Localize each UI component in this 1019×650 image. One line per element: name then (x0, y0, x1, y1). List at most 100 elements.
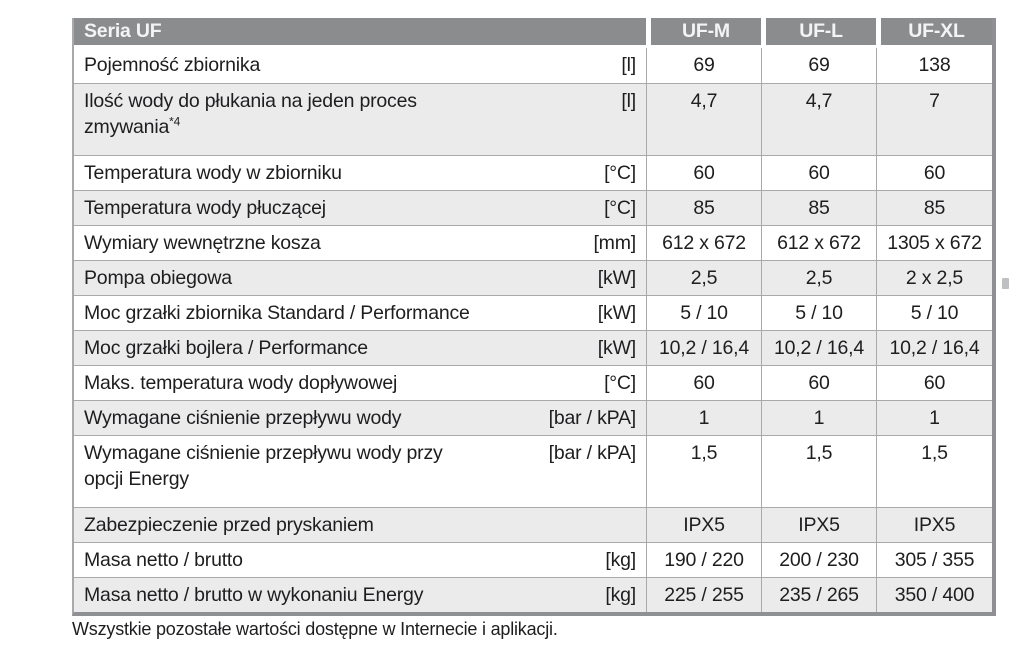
spec-label-cell: Temperatura wody płuczącej [°C] (74, 191, 646, 225)
value-uf-l: 200 / 230 (761, 543, 876, 577)
value-uf-l: 85 (761, 191, 876, 225)
value-uf-xl: 5 / 10 (876, 296, 992, 330)
value-uf-xl: 85 (876, 191, 992, 225)
table-row: Maks. temperatura wody dopływowej [°C] 6… (74, 365, 992, 400)
table-row: Wymiary wewnętrzne kosza [mm] 612 x 672 … (74, 225, 992, 260)
table-row: Moc grzałki bojlera / Performance [kW] 1… (74, 330, 992, 365)
value-uf-l: 69 (761, 48, 876, 83)
spec-unit: [kg] (605, 584, 636, 606)
value-uf-m: 69 (646, 48, 761, 83)
table-row: Masa netto / brutto [kg] 190 / 220 200 /… (74, 542, 992, 577)
spec-unit: [l] (621, 54, 636, 76)
value-uf-l: 2,5 (761, 261, 876, 295)
value-uf-l: 235 / 265 (761, 578, 876, 612)
table-row: Temperatura wody płuczącej [°C] 85 85 85 (74, 190, 992, 225)
value-uf-m: 85 (646, 191, 761, 225)
spec-unit: [kW] (597, 337, 636, 359)
value-uf-xl: 1,5 (876, 436, 992, 507)
value-uf-xl: 1 (876, 401, 992, 435)
table-row: Ilość wody do płukania na jeden proces z… (74, 83, 992, 155)
value-uf-xl: 7 (876, 84, 992, 155)
value-uf-l: 1,5 (761, 436, 876, 507)
spec-label: Moc grzałki bojlera / Performance (84, 337, 368, 359)
value-uf-m: 225 / 255 (646, 578, 761, 612)
value-uf-l: 1 (761, 401, 876, 435)
value-uf-l: 60 (761, 366, 876, 400)
value-uf-m: 612 x 672 (646, 226, 761, 260)
page-edge-artifact (1002, 278, 1009, 289)
spec-label: Temperatura wody w zbiorniku (84, 162, 342, 184)
spec-label: Temperatura wody płuczącej (84, 197, 326, 219)
spec-unit: [l] (621, 90, 636, 112)
spec-unit: [°C] (604, 197, 636, 219)
spec-unit: [bar / kPA] (548, 407, 637, 429)
spec-label-cell: Pompa obiegowa [kW] (74, 261, 646, 295)
value-uf-m: IPX5 (646, 508, 761, 542)
value-uf-xl: 2 x 2,5 (876, 261, 992, 295)
spec-label: Wymagane ciśnienie przepływu wody (84, 407, 402, 429)
spec-label: Pompa obiegowa (84, 267, 232, 289)
table-row: Masa netto / brutto w wykonaniu Energy [… (74, 577, 992, 612)
spec-label-cell: Wymiary wewnętrzne kosza [mm] (74, 226, 646, 260)
spec-label-cell: Wymagane ciśnienie przepływu wody przy o… (74, 436, 646, 507)
value-uf-xl: 1305 x 672 (876, 226, 992, 260)
spec-label: Ilość wody do płukania na jeden proces z… (84, 90, 417, 138)
spec-table: Seria UF UF-M UF-L UF-XL Pojemność zbior… (72, 18, 996, 616)
spec-label-cell: Ilość wody do płukania na jeden proces z… (74, 84, 646, 155)
value-uf-m: 4,7 (646, 84, 761, 155)
spec-unit: [kg] (605, 549, 636, 571)
table-row: Moc grzałki zbiornika Standard / Perform… (74, 295, 992, 330)
spec-unit: [kW] (597, 302, 636, 324)
value-uf-m: 10,2 / 16,4 (646, 331, 761, 365)
value-uf-xl: 60 (876, 156, 992, 190)
spec-label-cell: Moc grzałki bojlera / Performance [kW] (74, 331, 646, 365)
value-uf-xl: 350 / 400 (876, 578, 992, 612)
value-uf-m: 1 (646, 401, 761, 435)
value-uf-xl: IPX5 (876, 508, 992, 542)
column-header-uf-m: UF-M (646, 18, 761, 45)
value-uf-l: 4,7 (761, 84, 876, 155)
table-row: Zabezpieczenie przed pryskaniem IPX5 IPX… (74, 507, 992, 542)
table-row: Temperatura wody w zbiorniku [°C] 60 60 … (74, 155, 992, 190)
value-uf-l: 5 / 10 (761, 296, 876, 330)
spec-unit: [°C] (604, 162, 636, 184)
spec-label: Zabezpieczenie przed pryskaniem (84, 514, 374, 536)
footnote: Wszystkie pozostałe wartości dostępne w … (72, 619, 558, 639)
value-uf-l: 60 (761, 156, 876, 190)
value-uf-xl: 10,2 / 16,4 (876, 331, 992, 365)
spec-label: Wymagane ciśnienie przepływu wody przy o… (84, 442, 443, 490)
table-row: Wymagane ciśnienie przepływu wody przy o… (74, 435, 992, 507)
value-uf-m: 60 (646, 366, 761, 400)
spec-label-cell: Zabezpieczenie przed pryskaniem (74, 508, 646, 542)
value-uf-m: 2,5 (646, 261, 761, 295)
spec-label: Moc grzałki zbiornika Standard / Perform… (84, 302, 470, 324)
spec-label: Maks. temperatura wody dopływowej (84, 372, 398, 394)
column-header-uf-xl: UF-XL (876, 18, 992, 45)
spec-unit: [°C] (604, 372, 636, 394)
spec-label: Wymiary wewnętrzne kosza (84, 232, 321, 254)
value-uf-m: 1,5 (646, 436, 761, 507)
spec-unit: [bar / kPA] (548, 442, 637, 464)
value-uf-l: IPX5 (761, 508, 876, 542)
spec-label: Pojemność zbiornika (84, 54, 261, 76)
value-uf-xl: 138 (876, 48, 992, 83)
spec-label-cell: Temperatura wody w zbiorniku [°C] (74, 156, 646, 190)
table-title: Seria UF (84, 20, 162, 42)
value-uf-m: 60 (646, 156, 761, 190)
value-uf-l: 612 x 672 (761, 226, 876, 260)
spec-unit: [mm] (593, 232, 636, 254)
table-row: Pojemność zbiornika [l] 69 69 138 (74, 48, 992, 83)
spec-label-cell: Wymagane ciśnienie przepływu wody [bar /… (74, 401, 646, 435)
spec-label-cell: Masa netto / brutto [kg] (74, 543, 646, 577)
table-row: Wymagane ciśnienie przepływu wody [bar /… (74, 400, 992, 435)
spec-label: Masa netto / brutto (84, 549, 243, 571)
column-header-uf-l: UF-L (761, 18, 876, 45)
value-uf-m: 5 / 10 (646, 296, 761, 330)
value-uf-l: 10,2 / 16,4 (761, 331, 876, 365)
spec-label-cell: Maks. temperatura wody dopływowej [°C] (74, 366, 646, 400)
value-uf-xl: 305 / 355 (876, 543, 992, 577)
value-uf-m: 190 / 220 (646, 543, 761, 577)
spec-label: Masa netto / brutto w wykonaniu Energy (84, 584, 424, 606)
table-body: Pojemność zbiornika [l] 69 69 138 Ilość … (74, 48, 992, 612)
